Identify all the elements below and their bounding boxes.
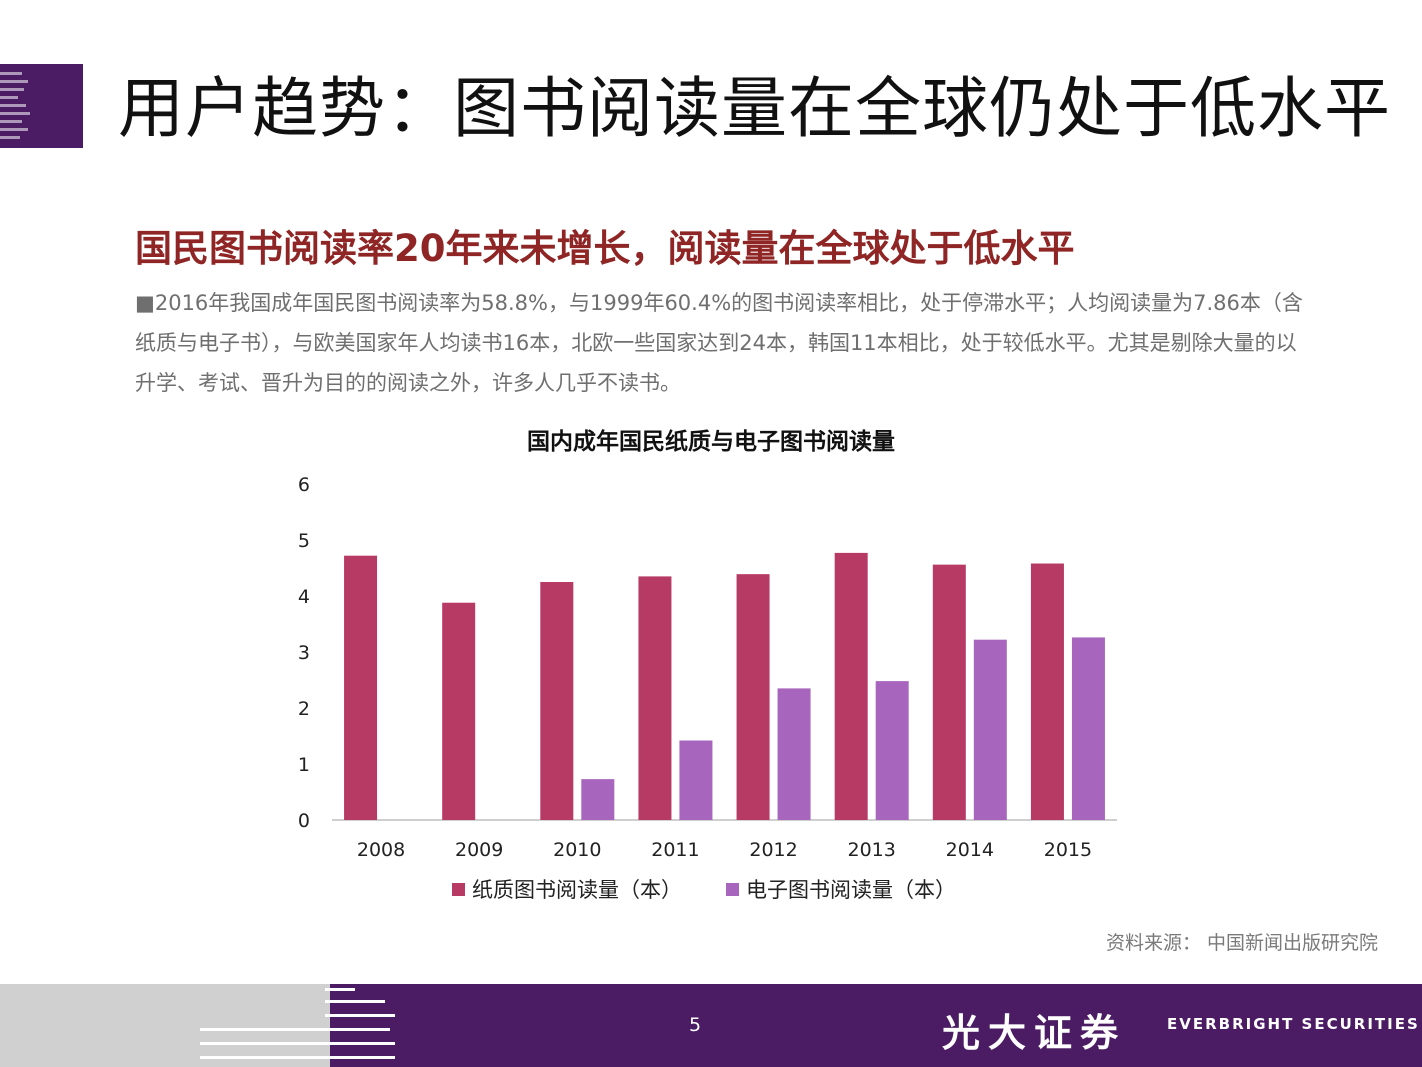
y-tick-label: 5	[298, 530, 310, 552]
logo-stripe	[0, 104, 26, 107]
y-tick-label: 6	[298, 474, 310, 496]
footer-stripe	[200, 1042, 395, 1045]
bar-ebook	[679, 740, 713, 820]
logo-stripe	[0, 120, 22, 123]
y-tick-label: 0	[298, 810, 310, 832]
logo-stripe	[0, 72, 22, 75]
chart-legend: 纸质图书阅读量（本） 电子图书阅读量（本）	[452, 874, 1000, 904]
y-tick-label: 2	[298, 698, 310, 720]
bar-paper	[638, 576, 672, 820]
page-title: 用户趋势：图书阅读量在全球仍处于低水平	[118, 70, 1391, 147]
x-tick-label: 2011	[651, 839, 699, 861]
legend-item-paper: 纸质图书阅读量（本）	[452, 874, 682, 904]
y-tick-label: 4	[298, 586, 310, 608]
page-number: 5	[688, 1014, 702, 1036]
bar-ebook	[875, 681, 909, 820]
logo-stripe	[0, 112, 30, 115]
bar-ebook	[581, 779, 615, 820]
logo-stripe	[0, 80, 28, 83]
footer-stripe	[325, 988, 355, 991]
bar-paper	[834, 552, 868, 820]
bullet-icon: ■	[135, 291, 155, 315]
body-text: 2016年我国成年国民图书阅读率为58.8%，与1999年60.4%的图书阅读率…	[135, 291, 1303, 395]
x-tick-label: 2010	[553, 839, 601, 861]
bar-paper	[344, 555, 378, 820]
logo-mark	[0, 64, 83, 148]
x-tick-label: 2009	[455, 839, 503, 861]
x-tick-label: 2013	[848, 839, 896, 861]
legend-swatch-ebook	[726, 882, 739, 896]
legend-label-paper: 纸质图书阅读量（本）	[472, 878, 682, 902]
chart-title: 国内成年国民纸质与电子图书阅读量	[527, 429, 895, 455]
brand-logo-cn: 光大证券	[942, 1010, 1127, 1055]
legend-swatch-paper	[452, 882, 465, 896]
logo-stripe	[0, 128, 28, 131]
logo-stripe	[0, 88, 24, 91]
bar-ebook	[1071, 637, 1105, 820]
bar-ebook	[777, 688, 811, 820]
footer-stripe	[200, 1056, 395, 1059]
footer-gray-block	[0, 984, 330, 1067]
y-tick-label: 1	[298, 754, 310, 776]
bar-paper	[442, 602, 476, 820]
x-tick-label: 2008	[357, 839, 405, 861]
y-tick-label: 3	[298, 642, 310, 664]
x-tick-label: 2014	[946, 839, 994, 861]
footer-stripes-graphic	[200, 984, 400, 1067]
bar-ebook	[973, 639, 1007, 820]
bar-paper	[1030, 563, 1064, 820]
x-tick-label: 2012	[749, 839, 797, 861]
bar-paper	[736, 574, 770, 820]
x-tick-label: 2015	[1044, 839, 1092, 861]
footer-stripe	[325, 1014, 395, 1017]
legend-label-ebook: 电子图书阅读量（本）	[746, 878, 956, 902]
bar-paper	[932, 564, 966, 820]
logo-stripe	[0, 96, 18, 99]
bar-paper	[540, 582, 574, 820]
source-note: 资料来源： 中国新闻出版研究院	[1105, 932, 1378, 954]
logo-stripe	[0, 136, 20, 139]
footer-stripe	[325, 1000, 385, 1003]
body-paragraph: ■2016年我国成年国民图书阅读率为58.8%，与1999年60.4%的图书阅读…	[135, 283, 1310, 403]
headline: 国民图书阅读率20年来未增长，阅读量在全球处于低水平	[135, 227, 1075, 270]
legend-item-ebook: 电子图书阅读量（本）	[726, 874, 956, 904]
footer-stripe	[200, 1028, 390, 1031]
brand-logo-en: EVERBRIGHT SECURITIES	[1167, 1015, 1420, 1033]
